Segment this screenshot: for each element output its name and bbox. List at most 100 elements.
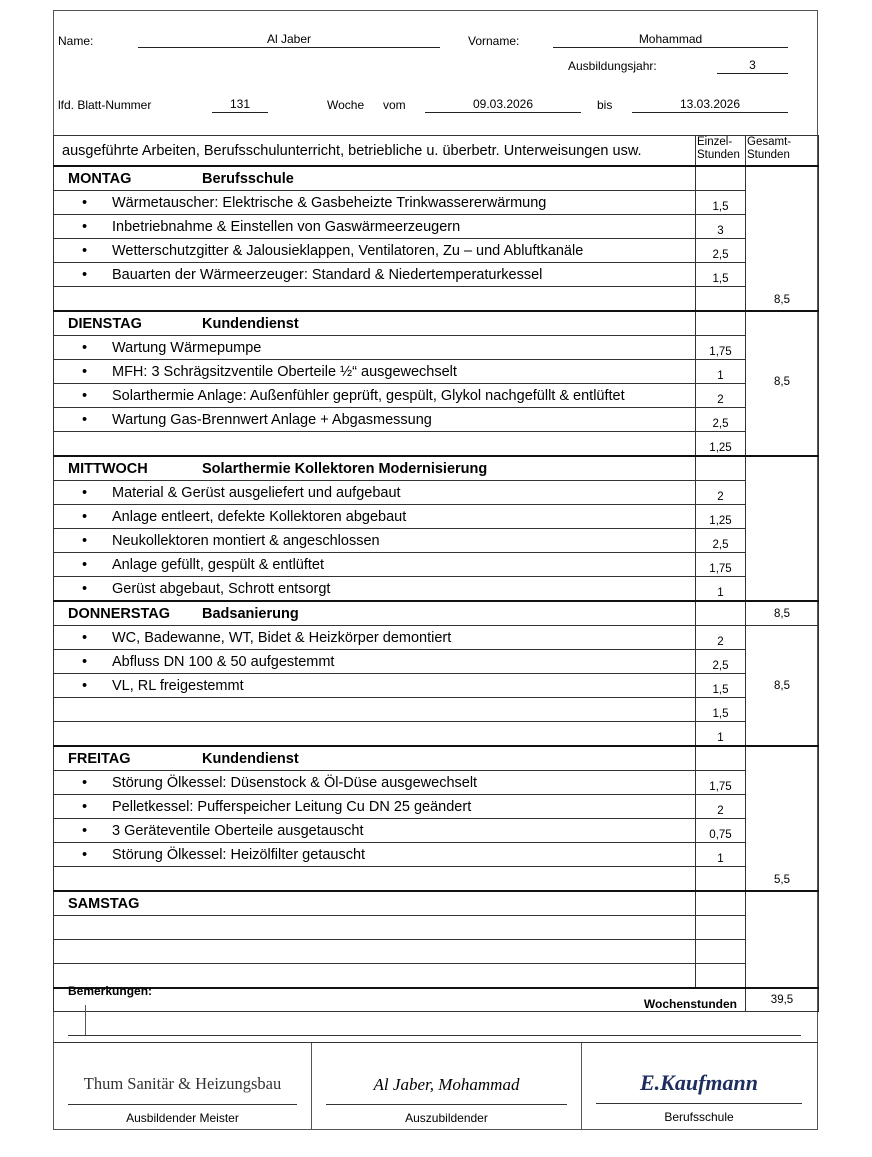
einzel-hours[interactable]: 1 xyxy=(695,359,746,384)
bemerkungen-label: Bemerkungen: xyxy=(68,984,153,998)
wochenstunden-label: Wochenstunden xyxy=(53,987,746,1012)
vorname-label: Vorname: xyxy=(468,34,520,48)
einzel-hours[interactable]: 3 xyxy=(695,214,746,239)
blatt-field[interactable]: 131 xyxy=(212,97,268,113)
einzel-cell[interactable] xyxy=(695,890,746,916)
activity-cell[interactable]: • Bauarten der Wärmeerzeuger: Standard & … xyxy=(53,262,696,287)
activity-cell[interactable] xyxy=(53,431,696,457)
activity-cell[interactable]: • Störung Ölkessel: Heizölfilter getausch… xyxy=(53,842,696,867)
gesamt-cell[interactable] xyxy=(745,455,819,602)
activity-cell[interactable] xyxy=(53,286,696,312)
activity-cell[interactable] xyxy=(53,939,696,964)
gesamt-cell[interactable] xyxy=(745,890,819,989)
table-row: • Inbetriebnahme & Einstellen von Gaswärm… xyxy=(53,214,819,239)
activity-cell[interactable]: • Solarthermie Anlage: Außenfühler geprüf… xyxy=(53,383,696,408)
activity-cell[interactable]: • Wetterschutzgitter & Jalousieklappen, V… xyxy=(53,238,696,263)
vorname-field[interactable]: Mohammad xyxy=(553,32,788,48)
einzel-hours[interactable] xyxy=(695,963,746,989)
ausbilder-label: Ausbildender Meister xyxy=(126,1111,239,1125)
einzel-hours[interactable]: 1,5 xyxy=(695,697,746,722)
activity-cell[interactable]: • Anlage gefüllt, gespült & entlüftet xyxy=(53,552,696,577)
einzel-hours[interactable]: 2,5 xyxy=(695,238,746,263)
table-row: • Abfluss DN 100 & 50 aufgestemmt 2,5 xyxy=(53,649,819,674)
bemerkungen-field[interactable] xyxy=(68,1035,801,1036)
bullet-icon: • xyxy=(82,242,88,259)
einzel-hours[interactable] xyxy=(695,915,746,940)
name-label: Name: xyxy=(58,34,94,48)
activity-cell[interactable]: • Inbetriebnahme & Einstellen von Gaswärm… xyxy=(53,214,696,239)
activity-cell[interactable]: • Anlage entleert, defekte Kollektoren ab… xyxy=(53,504,696,529)
einzel-hours[interactable] xyxy=(695,286,746,312)
einzel-cell[interactable] xyxy=(695,455,746,481)
einzel-hours[interactable]: 1,5 xyxy=(695,262,746,287)
activity-cell[interactable]: • 3 Geräteventile Oberteile ausgetauscht xyxy=(53,818,696,843)
name-field[interactable]: Al Jaber xyxy=(138,32,440,48)
einzel-hours[interactable]: 2,5 xyxy=(695,528,746,553)
day-title-cell: MITTWOCH Solarthermie Kollektoren Moderni… xyxy=(53,455,696,481)
divider xyxy=(53,1042,818,1043)
activity-text: Anlage gefüllt, gespült & entlüftet xyxy=(112,556,325,573)
divider xyxy=(581,1043,582,1130)
gesamt-cell[interactable]: 5,5 xyxy=(745,745,819,892)
table-row: • VL, RL freigestemmt 1,5 xyxy=(53,673,819,698)
bis-field[interactable]: 13.03.2026 xyxy=(632,97,788,113)
einzel-hours[interactable] xyxy=(695,866,746,892)
activities-header: ausgeführte Arbeiten, Berufsschulunterri… xyxy=(53,135,696,167)
day-subtitle: Berufsschule xyxy=(202,170,294,187)
einzel-hours[interactable]: 1 xyxy=(695,576,746,602)
activity-cell[interactable]: • Neukollektoren montiert & angeschlossen xyxy=(53,528,696,553)
activity-cell[interactable]: • Störung Ölkessel: Düsenstock & Öl-Düse … xyxy=(53,770,696,795)
vom-field[interactable]: 09.03.2026 xyxy=(425,97,581,113)
day-title-cell: DONNERSTAG Badsanierung xyxy=(53,600,696,626)
gesamt-cell[interactable]: 8,5 xyxy=(745,310,819,457)
einzel-hours[interactable]: 2 xyxy=(695,794,746,819)
wochenstunden-value: 39,5 xyxy=(745,987,819,1012)
einzel-hours[interactable]: 1,75 xyxy=(695,770,746,795)
activity-cell[interactable]: • Abfluss DN 100 & 50 aufgestemmt xyxy=(53,649,696,674)
activity-cell[interactable] xyxy=(53,697,696,722)
activity-cell[interactable] xyxy=(53,915,696,940)
day-subtitle: Badsanierung xyxy=(202,605,299,622)
activity-cell[interactable]: • MFH: 3 Schrägsitzventile Oberteile ½“ a… xyxy=(53,359,696,384)
table-row xyxy=(53,939,819,964)
activity-text: Anlage entleert, defekte Kollektoren abg… xyxy=(112,508,407,525)
activity-cell[interactable]: • Gerüst abgebaut, Schrott entsorgt xyxy=(53,576,696,602)
einzel-hours[interactable]: 1 xyxy=(695,721,746,747)
activity-cell[interactable]: • VL, RL freigestemmt xyxy=(53,673,696,698)
activity-cell[interactable]: • Pelletkessel: Pufferspeicher Leitung Cu… xyxy=(53,794,696,819)
einzel-hours[interactable]: 2,5 xyxy=(695,407,746,432)
einzel-cell[interactable] xyxy=(695,745,746,771)
einzel-hours[interactable]: 2 xyxy=(695,625,746,650)
activities-table: ausgeführte Arbeiten, Berufsschulunterri… xyxy=(53,135,819,1012)
einzel-hours[interactable] xyxy=(695,939,746,964)
einzel-hours[interactable]: 2,5 xyxy=(695,649,746,674)
day-name: DIENSTAG xyxy=(68,315,142,332)
einzel-cell[interactable] xyxy=(695,310,746,336)
gesamt-cell[interactable]: 8,5 xyxy=(745,625,819,747)
activity-cell[interactable]: • Wartung Wärmepumpe xyxy=(53,335,696,360)
einzel-hours[interactable]: 1,75 xyxy=(695,552,746,577)
einzel-hours[interactable]: 1,5 xyxy=(695,673,746,698)
einzel-hours[interactable]: 1,75 xyxy=(695,335,746,360)
einzel-hours[interactable]: 0,75 xyxy=(695,818,746,843)
einzel-hours[interactable]: 2 xyxy=(695,383,746,408)
einzel-hours[interactable]: 2 xyxy=(695,480,746,505)
activity-cell[interactable]: • Wärmetauscher: Elektrische & Gasbeheizt… xyxy=(53,190,696,215)
activity-cell[interactable] xyxy=(53,866,696,892)
einzel-cell[interactable] xyxy=(695,165,746,191)
jahr-field[interactable]: 3 xyxy=(717,58,788,74)
activity-cell[interactable]: • Wartung Gas-Brennwert Anlage + Abgasmes… xyxy=(53,407,696,432)
gesamt-cell[interactable]: 8,5 xyxy=(745,165,819,312)
table-row xyxy=(53,866,819,892)
activity-cell[interactable] xyxy=(53,721,696,747)
text-cursor xyxy=(85,1005,86,1035)
einzel-hours[interactable]: 1,25 xyxy=(695,431,746,457)
einzel-cell[interactable] xyxy=(695,600,746,626)
einzel-hours[interactable]: 1 xyxy=(695,842,746,867)
einzel-hours[interactable]: 1,25 xyxy=(695,504,746,529)
activity-cell[interactable]: • Material & Gerüst ausgeliefert und aufg… xyxy=(53,480,696,505)
activity-cell[interactable]: • WC, Badewanne, WT, Bidet & Heizkörper d… xyxy=(53,625,696,650)
bullet-icon: • xyxy=(82,218,88,235)
day-total-cell[interactable]: 8,5 xyxy=(745,600,819,626)
einzel-hours[interactable]: 1,5 xyxy=(695,190,746,215)
